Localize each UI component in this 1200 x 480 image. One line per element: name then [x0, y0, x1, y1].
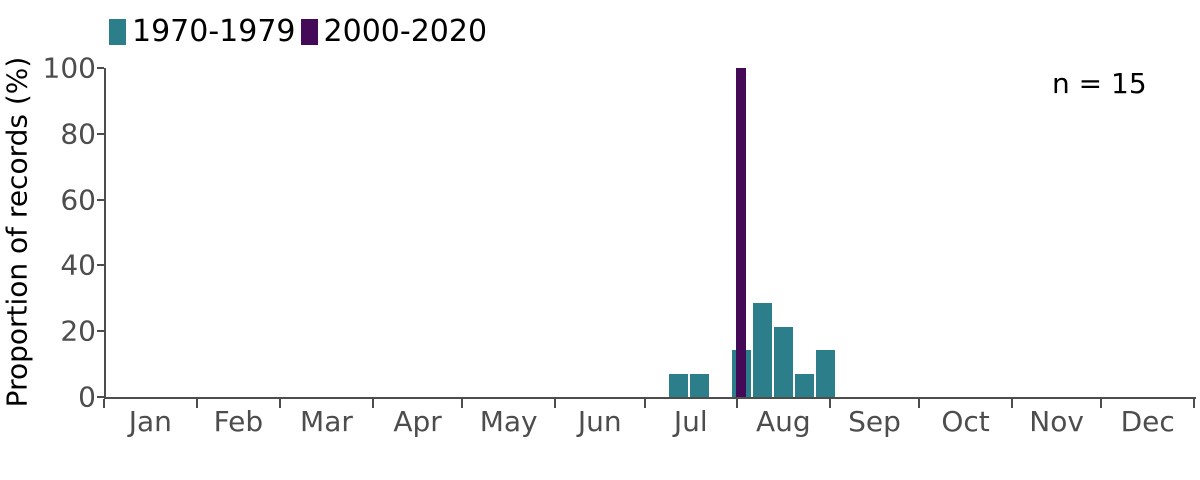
x-tick-label-jul: Jul: [673, 405, 708, 438]
x-tick-mark-12: [1193, 399, 1195, 408]
x-tick-mark-3: [371, 399, 374, 408]
x-tick-label-jun: Jun: [577, 405, 622, 438]
x-tick-mark-6: [643, 399, 646, 408]
y-tick-mark-20: [97, 330, 104, 333]
x-tick-label-may: May: [479, 405, 538, 438]
x-tick-label-apr: Apr: [393, 405, 442, 438]
bar-1970-1979-week-of-aug-13: [773, 326, 793, 397]
x-tick-mark-4: [461, 399, 464, 408]
x-tick-mark-1: [195, 399, 198, 408]
y-tick-mark-100: [97, 67, 104, 69]
legend-item-2000-2020: 2000-2020: [300, 14, 488, 49]
legend-item-1970-1979: 1970-1979: [109, 14, 296, 49]
x-tick-label-mar: Mar: [300, 405, 353, 438]
y-tick-mark-80: [97, 132, 104, 135]
legend: 1970-1979 2000-2020: [109, 14, 488, 49]
sample-size-annotation: n = 15: [1052, 67, 1147, 100]
bar-1970-1979-week-of-aug-27: [815, 349, 835, 397]
x-tick-mark-7: [736, 399, 739, 408]
x-tick-label-jan: Jan: [128, 405, 172, 438]
legend-label-2000-2020: 2000-2020: [323, 14, 488, 49]
legend-swatch-1970-1979: [109, 19, 126, 45]
y-tick-mark-40: [97, 264, 104, 267]
bar-1970-1979-week-of-jul-16: [690, 373, 710, 397]
legend-label-1970-1979: 1970-1979: [132, 14, 296, 49]
y-tick-mark-60: [97, 198, 104, 201]
x-tick-mark-5: [553, 399, 556, 408]
y-tick-label-0: 0: [78, 380, 96, 414]
y-tick-label-100: 100: [42, 51, 96, 85]
x-tick-label-sep: Sep: [848, 405, 901, 438]
legend-swatch-2000-2020: [300, 19, 318, 45]
bar-1970-1979-week-of-jul-9: [669, 373, 689, 397]
y-tick-label-80: 80: [60, 117, 96, 151]
y-tick-mark-0: [97, 396, 104, 398]
plot-area: [104, 68, 1196, 399]
x-tick-mark-0: [103, 399, 105, 408]
y-tick-label-40: 40: [60, 248, 96, 282]
x-tick-label-oct: Oct: [941, 405, 990, 438]
x-tick-label-feb: Feb: [213, 405, 264, 438]
bar-1970-1979-week-of-aug-6: [753, 302, 772, 397]
bar-1970-1979-week-of-aug-20: [794, 373, 814, 397]
x-tick-mark-10: [1010, 399, 1013, 408]
x-tick-mark-9: [918, 399, 921, 408]
x-tick-label-dec: Dec: [1120, 405, 1175, 438]
x-tick-mark-2: [279, 399, 282, 408]
x-tick-mark-8: [828, 399, 831, 408]
y-tick-label-60: 60: [60, 183, 96, 217]
x-tick-label-aug: Aug: [756, 405, 811, 438]
y-tick-label-20: 20: [60, 314, 96, 348]
y-axis-title: Proportion of records (%): [0, 56, 34, 408]
bar-2000-2020-circa-aug-1: [735, 68, 746, 397]
x-tick-label-nov: Nov: [1029, 405, 1084, 438]
x-tick-mark-11: [1100, 399, 1103, 408]
